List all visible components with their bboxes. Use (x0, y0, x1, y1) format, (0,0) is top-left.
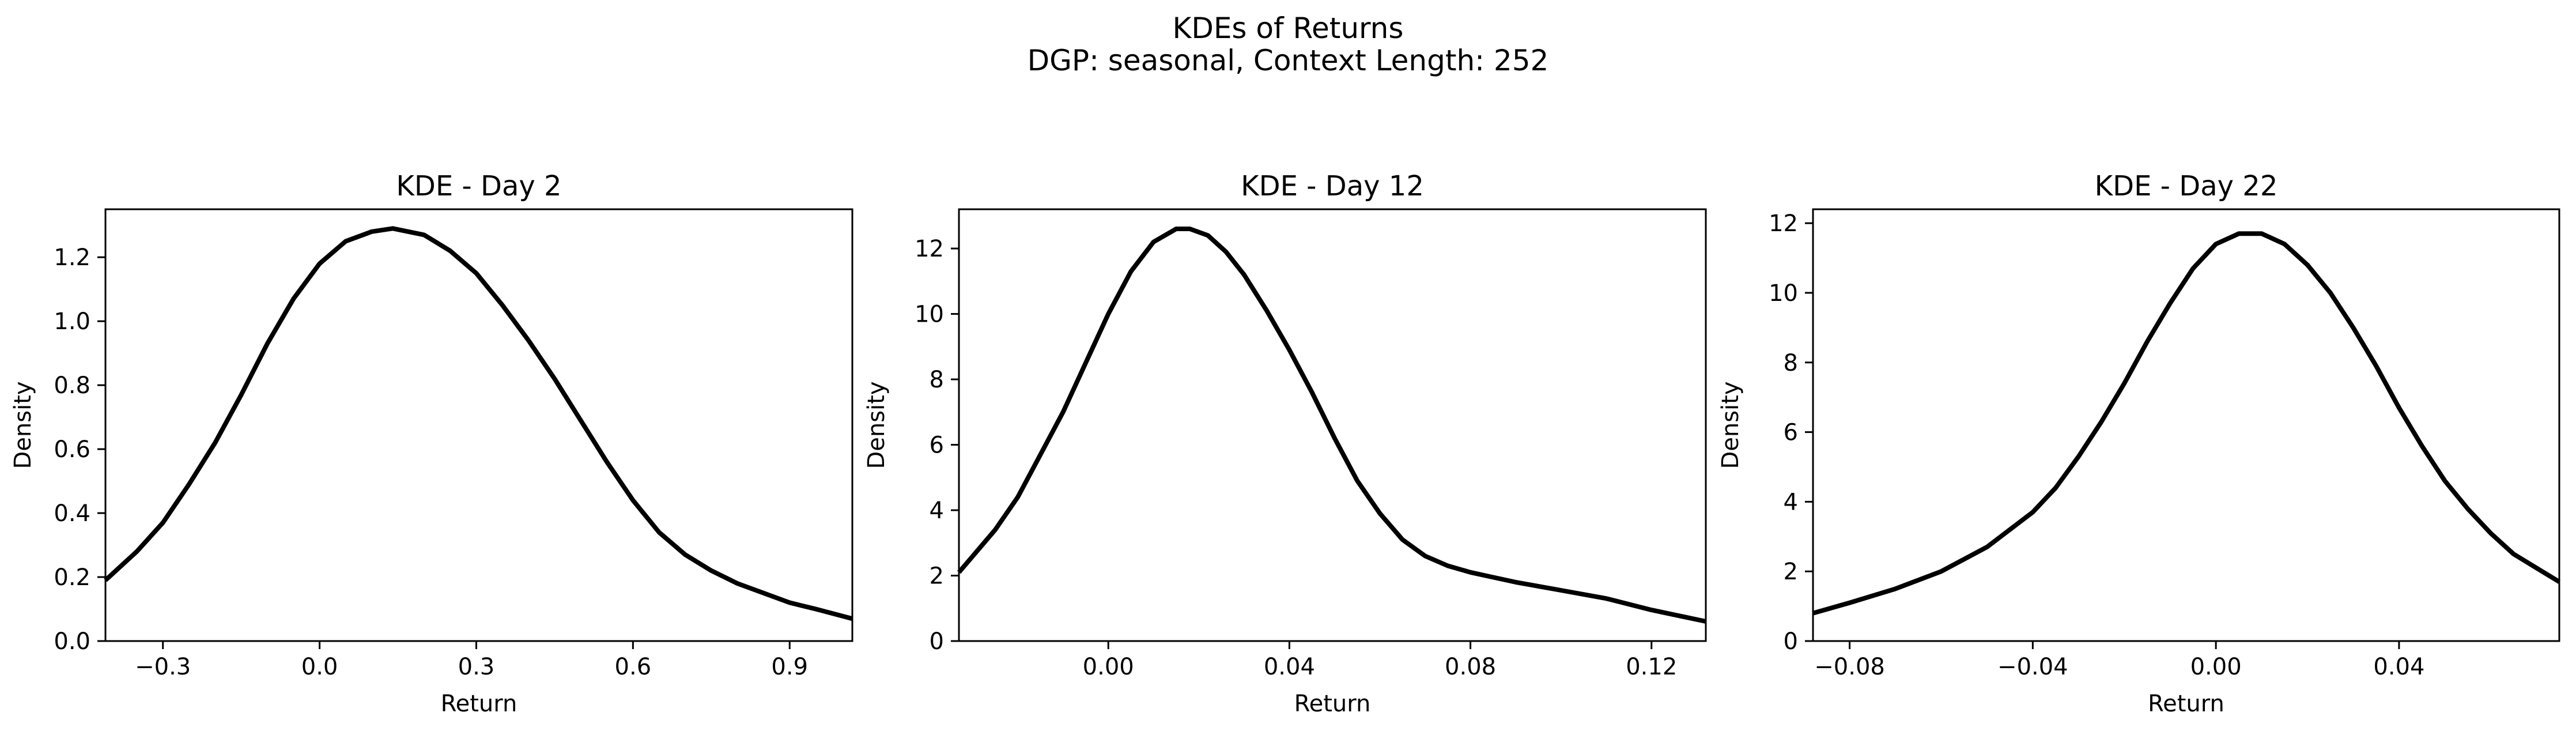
chart-1-kde-line-1 (104, 226, 853, 621)
chart-1-y-tick-label: 0.6 (54, 436, 90, 463)
chart-1-x-axis-label: Return (441, 691, 518, 717)
chart-3-y-tick-label: 8 (1784, 350, 1798, 376)
chart-1-title: KDE - Day 2 (396, 170, 561, 202)
chart-1-y-tick-label: 1.0 (54, 308, 90, 335)
chart-2-y-tick-label: 4 (930, 497, 944, 524)
chart-2-y-tick-label: 2 (930, 563, 944, 590)
chart-3-x-tick-label: −0.04 (1997, 654, 2068, 680)
chart-1-y-tick-label: 0.8 (54, 372, 90, 399)
chart-3-plot-frame (1812, 208, 2560, 642)
chart-3-y-tick-label: 10 (1769, 280, 1798, 307)
chart-3-x-tick-label: −0.08 (1814, 654, 1885, 680)
chart-2-y-axis-label: Density (863, 381, 890, 469)
chart-3-x-tick-label: 0.04 (2373, 654, 2424, 680)
chart-1-x-tick-label: 0.0 (301, 654, 338, 680)
chart-2-x-axis-label: Return (1294, 691, 1371, 717)
chart-3-x-tick-label: 0.00 (2190, 654, 2242, 680)
chart-3-y-axis-label: Density (1717, 381, 1744, 469)
chart-3-y-tick-label: 12 (1769, 210, 1798, 237)
chart-2-y-tick-label: 10 (915, 301, 944, 328)
chart-1-x-tick-label: 0.6 (615, 654, 652, 680)
chart-3-kde-line-1 (1812, 231, 2561, 616)
chart-3-y-tick-label: 2 (1784, 559, 1798, 585)
chart-3-y-tick-label: 0 (1784, 628, 1798, 655)
chart-1-y-tick-label: 1.2 (54, 244, 90, 271)
figure-title: KDEs of Returns (1172, 12, 1404, 45)
chart-1-x-tick-label: 0.3 (458, 654, 495, 680)
chart-2-x-tick-label: 0.00 (1083, 654, 1134, 680)
chart-2-x-tick-label: 0.08 (1445, 654, 1496, 680)
chart-3-title: KDE - Day 22 (2095, 170, 2278, 202)
chart-2-x-tick-label: 0.12 (1626, 654, 1677, 680)
chart-1-y-tick-label: 0.0 (54, 628, 90, 655)
chart-1-y-tick-label: 0.4 (54, 500, 90, 527)
chart-2-y-tick-label: 12 (915, 236, 944, 262)
chart-1-plot-frame (104, 208, 853, 642)
chart-3-x-axis-label: Return (2148, 691, 2224, 717)
chart-2-y-tick-label: 8 (930, 367, 944, 393)
chart-2-y-tick-label: 6 (930, 432, 944, 459)
chart-1-x-tick-label: −0.3 (135, 654, 191, 680)
chart-1-y-tick-label: 0.2 (54, 564, 90, 591)
chart-2-y-tick-label: 0 (930, 628, 944, 655)
chart-2-kde-line-1 (957, 227, 1706, 624)
chart-2-plot-frame (958, 208, 1707, 642)
chart-3-y-tick-label: 6 (1784, 420, 1798, 446)
chart-3-y-tick-label: 4 (1784, 489, 1798, 515)
chart-2-title: KDE - Day 12 (1241, 170, 1424, 202)
chart-1-x-tick-label: 0.9 (771, 654, 808, 680)
chart-2-x-tick-label: 0.04 (1264, 654, 1315, 680)
figure-subtitle: DGP: seasonal, Context Length: 252 (1027, 44, 1549, 77)
chart-1-y-axis-label: Density (10, 381, 36, 469)
